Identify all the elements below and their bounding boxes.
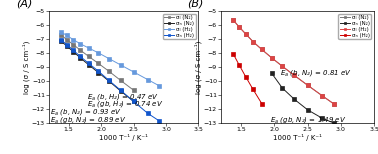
σₗ (H₂) xyxy=(231,19,235,21)
σₗ (H₂) xyxy=(237,26,242,28)
σₗ (N₂) xyxy=(71,44,76,45)
σₗ (N₂) xyxy=(231,19,235,21)
σₗ (H₂) xyxy=(259,49,264,50)
Text: $E_a$ (gb, H₂) = 0.74 eV: $E_a$ (gb, H₂) = 0.74 eV xyxy=(87,99,163,109)
X-axis label: 1000 T⁻¹ / K⁻¹: 1000 T⁻¹ / K⁻¹ xyxy=(273,134,322,141)
σₙ (N₂) xyxy=(320,117,325,119)
σₗ (H₂) xyxy=(146,79,150,81)
σₙ (H₂) xyxy=(107,79,111,81)
σₗ (H₂) xyxy=(78,43,82,45)
σₙ (H₂) xyxy=(96,70,101,72)
σₙ (N₂) xyxy=(332,122,336,124)
σₙ (N₂) xyxy=(78,57,82,59)
σₙ (H₂) xyxy=(259,103,264,104)
σₗ (N₂) xyxy=(131,89,136,91)
Line: σₗ (H₂): σₗ (H₂) xyxy=(59,30,161,88)
σₗ (N₂) xyxy=(64,39,69,41)
σₙ (N₂) xyxy=(96,72,101,73)
Line: σₗ (N₂): σₗ (N₂) xyxy=(231,18,336,106)
X-axis label: 1000 T⁻¹ / K⁻¹: 1000 T⁻¹ / K⁻¹ xyxy=(99,134,148,141)
σₗ (N₂) xyxy=(305,84,310,86)
Text: $E_a$ (b, N₂) = 0.93 eV: $E_a$ (b, N₂) = 0.93 eV xyxy=(50,107,122,117)
σₗ (N₂) xyxy=(96,63,101,64)
σₗ (N₂) xyxy=(107,70,111,72)
σₗ (H₂) xyxy=(251,41,256,43)
σₗ (N₂) xyxy=(280,65,285,67)
σₗ (N₂) xyxy=(237,26,242,28)
Text: (A): (A) xyxy=(16,0,33,8)
σₙ (H₂) xyxy=(146,112,150,114)
σₗ (H₂) xyxy=(107,58,111,59)
σₗ (H₂) xyxy=(305,84,310,86)
σₙ (N₂) xyxy=(118,90,123,92)
σₙ (H₂) xyxy=(118,89,123,91)
σₗ (N₂) xyxy=(243,33,248,35)
Text: $E_a$ (b, N₂) = 0.81 eV: $E_a$ (b, N₂) = 0.81 eV xyxy=(280,68,352,78)
σₙ (H₂) xyxy=(59,39,63,41)
σₗ (N₂) xyxy=(270,57,274,59)
Text: $E_a$ (gb, N₂) = 1.49 eV: $E_a$ (gb, N₂) = 1.49 eV xyxy=(270,116,346,126)
σₙ (N₂) xyxy=(270,72,274,74)
σₙ (N₂) xyxy=(292,98,297,100)
σₗ (H₂) xyxy=(87,47,91,49)
σₙ (N₂) xyxy=(64,45,69,47)
Line: σₗ (N₂): σₗ (N₂) xyxy=(59,33,135,92)
σₗ (H₂) xyxy=(59,31,63,33)
σₗ (H₂) xyxy=(118,64,123,66)
σₙ (H₂) xyxy=(231,53,235,55)
σₗ (H₂) xyxy=(292,75,297,76)
σₙ (H₂) xyxy=(71,49,76,51)
σₗ (H₂) xyxy=(320,95,325,97)
Line: σₗ (H₂): σₗ (H₂) xyxy=(231,18,336,106)
σₙ (H₂) xyxy=(78,56,82,57)
σₙ (N₂) xyxy=(305,109,310,111)
σₗ (N₂) xyxy=(251,41,256,43)
σₗ (H₂) xyxy=(243,33,248,35)
σₙ (H₂) xyxy=(87,63,91,64)
σₙ (N₂) xyxy=(59,40,63,42)
σₙ (H₂) xyxy=(157,120,162,122)
σₗ (H₂) xyxy=(131,71,136,73)
Line: σₙ (N₂): σₙ (N₂) xyxy=(59,39,135,103)
σₙ (N₂) xyxy=(87,64,91,66)
Y-axis label: log (σ / S cm⁻¹): log (σ / S cm⁻¹) xyxy=(195,40,203,94)
σₗ (N₂) xyxy=(320,95,325,97)
Line: σₙ (N₂): σₙ (N₂) xyxy=(270,72,336,125)
σₗ (H₂) xyxy=(280,65,285,67)
σₗ (N₂) xyxy=(292,75,297,76)
σₗ (H₂) xyxy=(332,103,336,105)
Text: $E_a$ (b, H₂) = 0.47 eV: $E_a$ (b, H₂) = 0.47 eV xyxy=(87,92,159,102)
σₙ (H₂) xyxy=(251,89,256,90)
σₙ (H₂) xyxy=(64,44,69,45)
σₗ (N₂) xyxy=(332,103,336,105)
σₗ (H₂) xyxy=(71,39,76,41)
σₙ (N₂) xyxy=(280,87,285,89)
σₗ (H₂) xyxy=(96,52,101,54)
σₗ (N₂) xyxy=(59,34,63,36)
σₙ (H₂) xyxy=(131,101,136,102)
Text: $E_a$ (gb, N₂) = 0.89 eV: $E_a$ (gb, N₂) = 0.89 eV xyxy=(50,115,127,125)
σₗ (N₂) xyxy=(78,49,82,51)
σₗ (N₂) xyxy=(118,79,123,81)
Legend: σₗ (N₂), σₙ (N₂), σₗ (H₂), σₙ (H₂): σₗ (N₂), σₙ (N₂), σₗ (H₂), σₙ (H₂) xyxy=(163,14,196,39)
σₙ (N₂) xyxy=(131,101,136,102)
σₙ (N₂) xyxy=(107,80,111,82)
σₙ (N₂) xyxy=(71,51,76,53)
Legend: σₗ (N₂), σₙ (N₂), σₗ (H₂), σₙ (H₂): σₗ (N₂), σₙ (N₂), σₗ (H₂), σₙ (H₂) xyxy=(338,14,372,39)
Line: σₙ (H₂): σₙ (H₂) xyxy=(59,38,161,123)
Line: σₙ (H₂): σₙ (H₂) xyxy=(231,52,263,105)
σₙ (H₂) xyxy=(237,64,242,66)
σₙ (H₂) xyxy=(243,76,248,78)
σₗ (N₂) xyxy=(259,49,264,50)
Text: (B): (B) xyxy=(187,0,204,8)
σₗ (H₂) xyxy=(157,85,162,87)
σₗ (N₂) xyxy=(87,56,91,57)
σₗ (H₂) xyxy=(270,57,274,59)
Y-axis label: log (σ / S cm⁻¹): log (σ / S cm⁻¹) xyxy=(23,40,31,94)
σₗ (H₂) xyxy=(64,34,69,36)
